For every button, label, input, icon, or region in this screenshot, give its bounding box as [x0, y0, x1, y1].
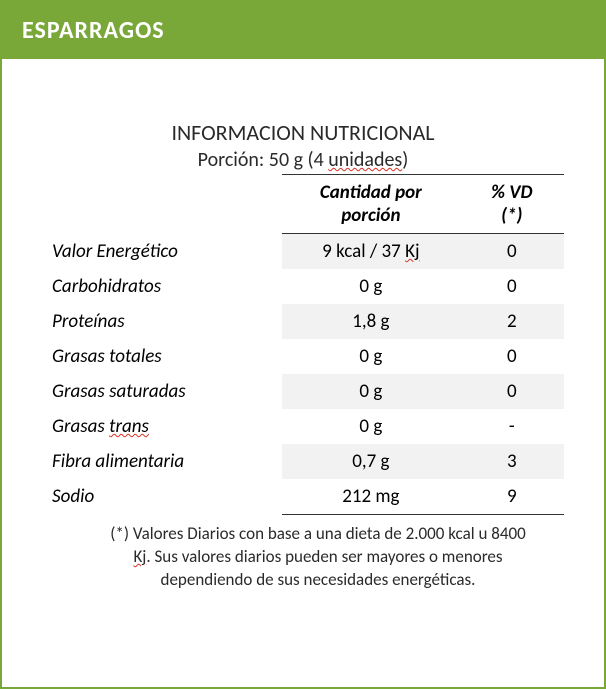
- row-label: Carbohidratos: [42, 269, 282, 304]
- row-vd: 0: [460, 374, 564, 409]
- row-label: Sodio: [42, 479, 282, 515]
- table-body: Valor Energético9 kcal / 37 Kj0Carbohidr…: [42, 234, 564, 515]
- table-row: Carbohidratos0 g0: [42, 269, 564, 304]
- col-header-label: [42, 175, 282, 234]
- col-header-amount: Cantidad por porción: [282, 175, 459, 234]
- row-vd: -: [460, 409, 564, 444]
- row-amount: 212 mg: [282, 479, 459, 515]
- row-amount: 0,7 g: [282, 444, 459, 479]
- table-row: Sodio212 mg9: [42, 479, 564, 515]
- col-header-amount-l2: porción: [341, 204, 400, 227]
- table-row: Grasas saturadas0 g0: [42, 374, 564, 409]
- row-vd: 0: [460, 339, 564, 374]
- row-vd: 3: [460, 444, 564, 479]
- col-header-amount-l1: Cantidad por: [320, 181, 422, 204]
- table-header-row: Cantidad por porción % VD (*): [42, 175, 564, 234]
- table-row: Grasas totales0 g0: [42, 339, 564, 374]
- row-vd: 9: [460, 479, 564, 515]
- row-label: Grasas saturadas: [42, 374, 282, 409]
- col-header-vd-l1: % VD: [491, 181, 532, 204]
- row-label: Grasas trans: [42, 409, 282, 444]
- nutrition-table: Cantidad por porción % VD (*) Valor Ener…: [42, 174, 564, 515]
- row-label: Grasas totales: [42, 339, 282, 374]
- table-row: Valor Energético9 kcal / 37 Kj0: [42, 234, 564, 270]
- card-content: INFORMACION NUTRICIONAL Porción: 50 g (4…: [2, 59, 604, 612]
- footnote-pre: (*) Valores Diarios con base a una dieta…: [110, 523, 525, 544]
- table-row: Grasas trans0 g-: [42, 409, 564, 444]
- card-header: ESPARRAGOS: [2, 2, 604, 59]
- row-amount: 9 kcal / 37 Kj: [282, 234, 459, 270]
- table-row: Proteínas1,8 g2: [42, 304, 564, 339]
- row-amount: 0 g: [282, 409, 459, 444]
- nutrition-card: ESPARRAGOS INFORMACION NUTRICIONAL Porci…: [0, 0, 606, 689]
- row-label: Proteínas: [42, 304, 282, 339]
- portion-line: Porción: 50 g (4 unidades): [42, 148, 564, 172]
- col-header-vd: % VD (*): [460, 175, 564, 234]
- header-title: ESPARRAGOS: [22, 16, 584, 45]
- section-title: INFORMACION NUTRICIONAL: [42, 119, 564, 146]
- col-header-vd-l2: (*): [501, 204, 522, 227]
- portion-prefix: Porción: 50 g (4: [198, 148, 329, 172]
- footnote-squiggle: Kj: [133, 546, 146, 567]
- portion-suffix: ): [402, 148, 408, 172]
- footnote: (*) Valores Diarios con base a una dieta…: [42, 515, 564, 592]
- row-vd: 0: [460, 234, 564, 270]
- row-label: Fibra alimentaria: [42, 444, 282, 479]
- portion-squiggle: unidades: [328, 148, 402, 172]
- table-row: Fibra alimentaria0,7 g3: [42, 444, 564, 479]
- row-amount: 0 g: [282, 339, 459, 374]
- row-vd: 2: [460, 304, 564, 339]
- footnote-post: . Sus valores diarios pueden ser mayores…: [146, 546, 502, 590]
- row-amount: 1,8 g: [282, 304, 459, 339]
- row-amount: 0 g: [282, 374, 459, 409]
- row-amount: 0 g: [282, 269, 459, 304]
- row-label: Valor Energético: [42, 234, 282, 270]
- row-vd: 0: [460, 269, 564, 304]
